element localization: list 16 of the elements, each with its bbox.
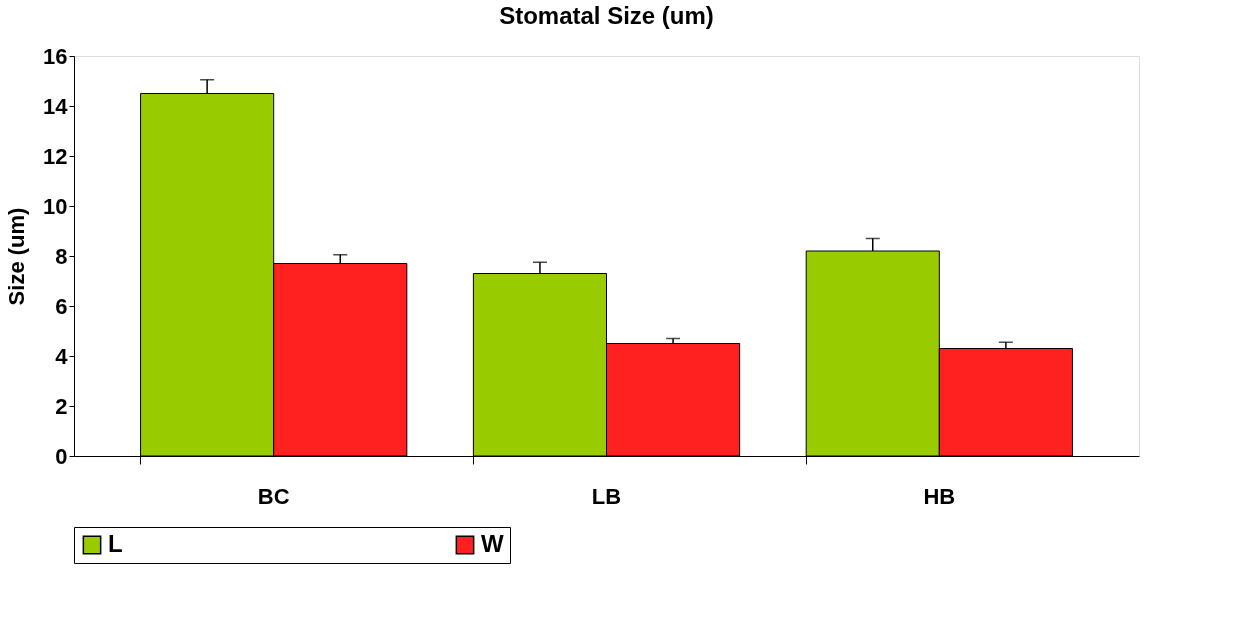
y-tick-label: 4 bbox=[55, 343, 69, 369]
y-tick-label: 10 bbox=[43, 193, 68, 219]
y-axis-title: Size (um) bbox=[4, 207, 30, 306]
y-tick-label: 14 bbox=[43, 93, 69, 119]
y-tick-label: 8 bbox=[55, 243, 68, 269]
y-tick-label: 16 bbox=[43, 43, 68, 69]
y-tick-label: 2 bbox=[55, 393, 68, 419]
x-tick-label: HB bbox=[923, 483, 956, 509]
y-tick-label: 0 bbox=[55, 443, 68, 469]
y-tick-label: 12 bbox=[43, 143, 68, 169]
x-tick-label: LB bbox=[591, 483, 622, 509]
legend-label: W bbox=[481, 530, 504, 557]
y-tick-label: 6 bbox=[55, 293, 68, 319]
chart-title: Stomatal Size (um) bbox=[499, 2, 714, 29]
legend-label: L bbox=[108, 530, 123, 557]
x-tick-label: BC bbox=[257, 483, 290, 509]
